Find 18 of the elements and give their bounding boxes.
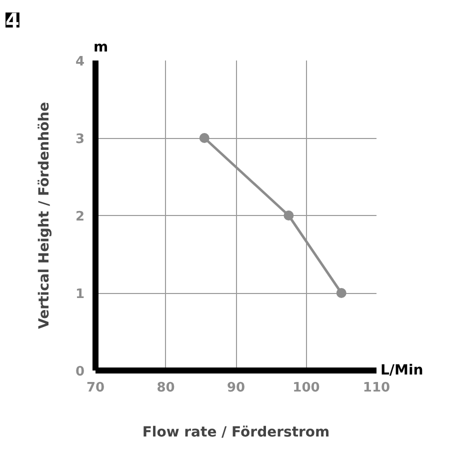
y-tick-label: 0 bbox=[75, 364, 84, 380]
text: 4 bbox=[6, 8, 20, 32]
y-tick-label: 2 bbox=[75, 210, 84, 224]
x-axis-title: Flow rate / Förderstrom bbox=[142, 424, 330, 440]
x-tick-label: 100 bbox=[292, 380, 320, 396]
x-tick-label: 70 bbox=[86, 380, 105, 396]
y-tick-label: 4 bbox=[75, 54, 84, 70]
point bbox=[336, 288, 346, 298]
text: m bbox=[94, 40, 108, 56]
point bbox=[199, 133, 210, 143]
x-tick-label: 90 bbox=[226, 380, 246, 396]
x-tick-label: 80 bbox=[156, 380, 175, 396]
y-tick-label: 3 bbox=[75, 132, 84, 147]
y-axis-title: Vertical Height / Fördenhöhe bbox=[36, 102, 52, 329]
x-tick-label: 110 bbox=[362, 380, 390, 396]
text: L/Min bbox=[380, 362, 424, 378]
y-tick-label: 1 bbox=[75, 287, 84, 302]
point bbox=[284, 210, 294, 220]
